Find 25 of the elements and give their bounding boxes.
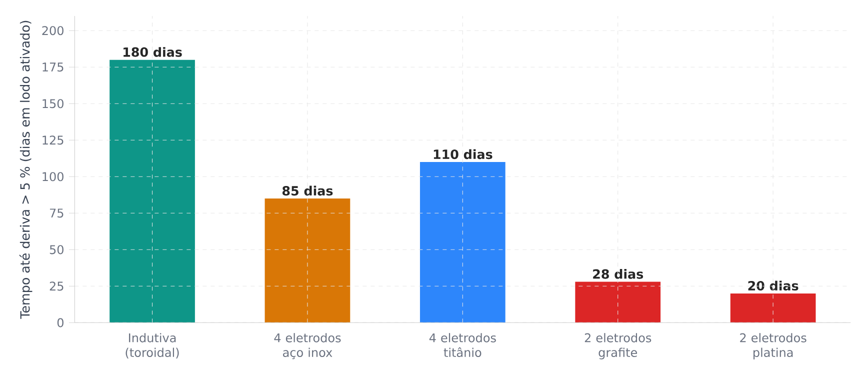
- bar: [575, 282, 661, 323]
- bar: [110, 60, 195, 323]
- y-tick-label: 200: [42, 26, 64, 36]
- data-label: 180 dias: [124, 47, 182, 57]
- y-tick-label: 175: [42, 62, 64, 72]
- data-label: 28 dias: [593, 269, 644, 279]
- y-tick-label: 150: [42, 99, 64, 108]
- y-tick-label: 25: [50, 282, 64, 291]
- x-tick-label: 4 eletrodos titânio: [429, 333, 496, 358]
- y-tick-label: 0: [57, 318, 64, 328]
- y-tick-label: 50: [50, 245, 64, 254]
- y-tick-label: 100: [42, 172, 64, 182]
- y-tick-label: 75: [50, 208, 64, 218]
- y-axis-title: Tempo até deriva > 5 % (dias em lodo ativado): [19, 20, 32, 319]
- bar: [264, 198, 350, 323]
- x-tick-label: 2 eletrodos platina: [740, 333, 806, 360]
- data-label: 110 dias: [434, 149, 492, 160]
- x-tick-label: Indutiva (toroidal): [126, 333, 179, 358]
- bar: [420, 162, 506, 323]
- data-label: 85 dias: [282, 186, 333, 196]
- x-tick-label: 2 eletrodos grafite: [584, 333, 652, 360]
- y-tick-label: 125: [42, 136, 64, 145]
- x-tick-label: 4 eletrodos aço inox: [274, 333, 341, 360]
- data-label: 20 dias: [748, 280, 798, 291]
- bar: [730, 293, 816, 323]
